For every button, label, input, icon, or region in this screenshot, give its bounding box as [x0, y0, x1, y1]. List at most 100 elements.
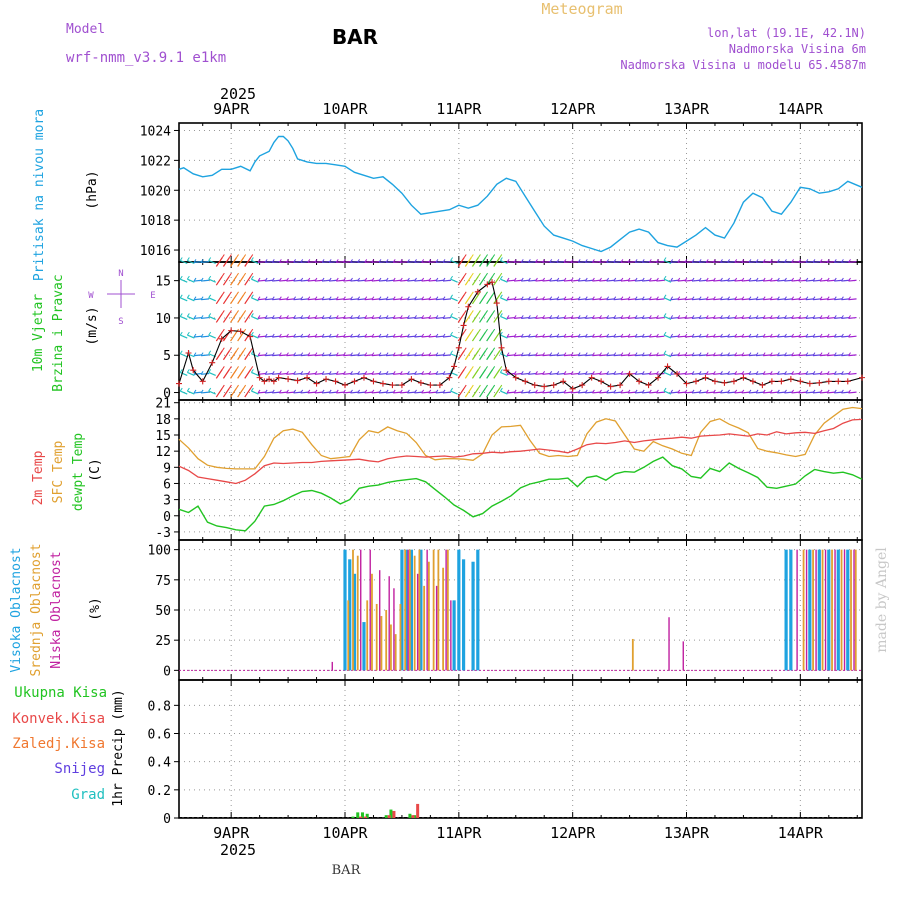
wind-barb-feather — [812, 296, 816, 300]
wind-barb-feather — [741, 259, 745, 263]
wind-barb — [649, 354, 658, 357]
wind-barb — [265, 372, 274, 375]
wind-barb-feather — [335, 259, 339, 263]
wind-barb — [230, 387, 238, 398]
pressure-line — [178, 135, 863, 253]
wind-barb — [556, 316, 565, 319]
wind-barb-feather — [200, 352, 204, 356]
wind-barb — [187, 315, 195, 320]
wind-barb-feather — [762, 371, 766, 375]
wind-barb-feather — [442, 389, 446, 394]
wind-barb — [350, 391, 359, 394]
wind-barb — [222, 257, 230, 267]
wind-barb — [812, 391, 822, 394]
wind-barb-feather — [705, 296, 709, 300]
mid-cloud-bar — [390, 624, 392, 671]
wind-barb — [819, 354, 829, 357]
wind-barb-feather — [250, 257, 254, 261]
wind-barb — [257, 391, 267, 394]
low-cloud-bar — [360, 549, 362, 671]
wind-barb-feather — [378, 296, 382, 300]
wind-speed-marker — [460, 322, 467, 329]
wind-barb — [500, 353, 508, 358]
wind-barb-feather — [755, 389, 759, 394]
wind-barb-feather — [264, 259, 268, 263]
wind-speed-marker — [351, 378, 358, 385]
wind-barb — [400, 335, 409, 338]
panel-precip: 00.20.40.60.8 — [148, 679, 863, 827]
wind-barb-feather — [250, 291, 254, 296]
wind-barb — [265, 391, 274, 394]
wind-barb-feather — [755, 315, 759, 319]
wind-barb-feather — [328, 296, 332, 300]
wind-barb-feather — [193, 389, 197, 394]
wind-barb — [542, 298, 551, 301]
wind-barb-feather — [769, 259, 773, 263]
wind-barb-feather — [342, 352, 346, 356]
wind-barb-feather — [328, 333, 332, 338]
wind-barb-feather — [727, 315, 730, 319]
wind-barb — [435, 391, 444, 394]
wind-barb-feather — [350, 296, 353, 300]
wind-barb — [506, 261, 516, 263]
wind-speed-marker — [683, 380, 690, 387]
wind-barb — [514, 354, 523, 357]
wind-barb — [748, 298, 757, 301]
wind-barb — [187, 371, 195, 376]
wind-barb — [834, 335, 843, 338]
wind-barb-feather — [520, 333, 524, 338]
wind-barb-feather — [549, 352, 553, 356]
wind-barb-feather — [435, 389, 439, 394]
wind-barb-feather — [435, 352, 439, 356]
temperature-ytick: 3 — [163, 494, 171, 509]
wind-barb — [528, 261, 537, 263]
wind-barb-feather — [840, 352, 844, 356]
wind-barb-feather — [798, 389, 802, 394]
wind-barb — [663, 315, 672, 320]
wind-barb-feather — [513, 333, 517, 338]
wind-barb-feather — [755, 371, 759, 375]
wind-speed-marker — [560, 378, 567, 385]
wind-barb-feather — [812, 352, 816, 356]
wind-barb-feather — [613, 389, 617, 394]
wind-barb-feather — [776, 389, 780, 394]
wind-barb-feather — [670, 277, 674, 282]
mid-cloud-bar — [442, 567, 445, 671]
wind-barb — [244, 313, 252, 323]
wind-barb-feather — [762, 352, 766, 356]
wind-barb-feather — [833, 259, 837, 263]
wind-barb-feather — [378, 389, 382, 394]
wind-barb — [450, 315, 458, 320]
wind-barb-feather — [549, 371, 553, 375]
wind-barb-feather — [720, 333, 723, 338]
wind-barb-feather — [470, 328, 474, 333]
wind-barb-feather — [264, 371, 268, 375]
wind-barb-feather — [506, 352, 510, 356]
wind-barb — [428, 335, 437, 338]
high-cloud-bar — [846, 549, 850, 671]
wind-barb — [506, 316, 516, 319]
bottom-date-tick: 13APR — [664, 824, 710, 842]
wind-barb-feather — [805, 371, 809, 375]
high-cloud-bar — [409, 549, 414, 671]
low-cloud-bar — [379, 570, 381, 671]
wind-barb-feather — [399, 333, 403, 338]
wind-barb — [627, 279, 637, 282]
model-elevation-label: Nadmorska Visina u modelu 65.4587m — [620, 58, 866, 72]
wind-barb-feather — [727, 371, 730, 375]
wind-barb-feather — [506, 315, 510, 319]
wind-barb-feather — [755, 259, 759, 263]
wind-barb — [193, 335, 203, 338]
wind-barb-feather — [663, 350, 667, 355]
wind-barb — [670, 261, 679, 263]
wind-barb-feather — [513, 315, 517, 319]
wind-barb — [471, 275, 479, 286]
wind-barb-feather — [762, 315, 766, 319]
wind-barb-feather — [278, 296, 282, 300]
wind-barb — [556, 354, 565, 357]
wind-barb — [777, 372, 786, 375]
wind-barb-feather — [321, 277, 325, 282]
wind-barb-feather — [442, 259, 446, 263]
bottom-date-axis: 9APR 10APR 11APR 12APR 13APR 14APR — [213, 824, 824, 842]
